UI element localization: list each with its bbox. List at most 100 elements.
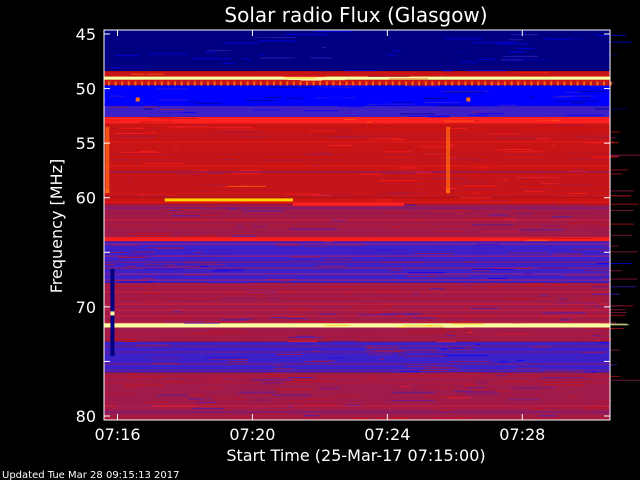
speckle [459,61,478,63]
speckle [540,295,547,297]
speckle [407,330,447,332]
speckle [385,409,414,411]
speckle [367,311,392,313]
speckle [470,192,479,194]
tick-dash [570,81,572,86]
speckle [142,106,158,108]
speckle [370,234,376,236]
speckle [456,417,469,419]
speckle [420,191,425,193]
speckle [276,244,302,246]
speckle [157,248,184,250]
tick-dash [193,81,196,86]
speckle [188,101,199,103]
speckle [225,131,264,133]
burst-0 [164,198,293,202]
speckle [453,54,474,56]
striation [104,333,610,335]
speckle [113,223,130,225]
speckle [260,382,285,384]
speckle [143,73,149,75]
spike-3 [446,126,451,193]
tick-dash [484,81,487,86]
speckle [203,234,220,236]
speckle [449,348,475,350]
speckle [298,85,307,87]
speckle [400,370,422,372]
x-tick-label-0: 07:16 [94,425,140,444]
speckle [220,72,256,74]
speckle [599,223,634,225]
speckle [388,192,429,194]
speckle [193,395,204,397]
speckle [157,228,162,230]
speckle [202,397,245,399]
speckle [294,36,319,38]
speckle [391,391,435,393]
speckle [427,324,432,326]
speckle [414,253,455,255]
speckle [600,203,639,205]
speckle [117,246,149,248]
speckle [218,190,223,192]
speckle [608,375,621,377]
speckle [144,132,157,134]
speckle [472,111,482,113]
speckle [108,46,126,48]
speckle [303,415,319,417]
speckle [182,126,209,128]
speckle [575,337,583,339]
speckle [466,218,509,220]
speckle [331,269,374,271]
speckle [566,170,588,172]
tick-dash [530,81,533,86]
tick-dash [160,81,163,86]
speckle [340,88,364,90]
speckle [214,103,253,105]
speckle [296,335,315,337]
speckle [407,115,449,117]
speckle [209,126,253,128]
speckle [445,372,485,374]
striation [104,219,610,221]
speckle [323,53,345,55]
speckle [564,91,581,93]
speckle [554,238,594,240]
speckle [200,152,224,154]
updated-timestamp: Updated Tue Mar 28 09:15:13 2017 [2,470,180,480]
speckle [449,360,491,362]
speckle [443,187,458,189]
speckle [328,366,363,368]
speckle [143,163,184,165]
speckle [376,63,415,65]
tick-dash [240,81,242,86]
y-tick-label-5: 70 [76,298,96,317]
band-13 [104,282,610,324]
y-tick-label-2: 55 [76,134,96,153]
speckle [600,322,617,324]
speckle [207,172,226,174]
speckle [259,54,264,56]
speckle [223,293,266,295]
band-12 [104,268,610,283]
striation [104,399,610,401]
speckle [347,227,385,229]
speckle [568,41,608,43]
tick-dash [563,81,566,86]
speckle [399,386,411,388]
speckle [234,257,277,259]
speckle [318,313,337,315]
speckle [108,95,126,97]
speckle [285,193,320,195]
speckle [413,172,434,174]
tick-dash [431,81,434,86]
striation [104,213,610,215]
speckle [597,263,633,265]
speckle [546,248,555,250]
speckle [392,58,405,60]
speckle [199,265,208,267]
speckle [367,103,379,105]
speckle [144,268,184,270]
striation [104,225,610,227]
speckle [126,61,170,63]
